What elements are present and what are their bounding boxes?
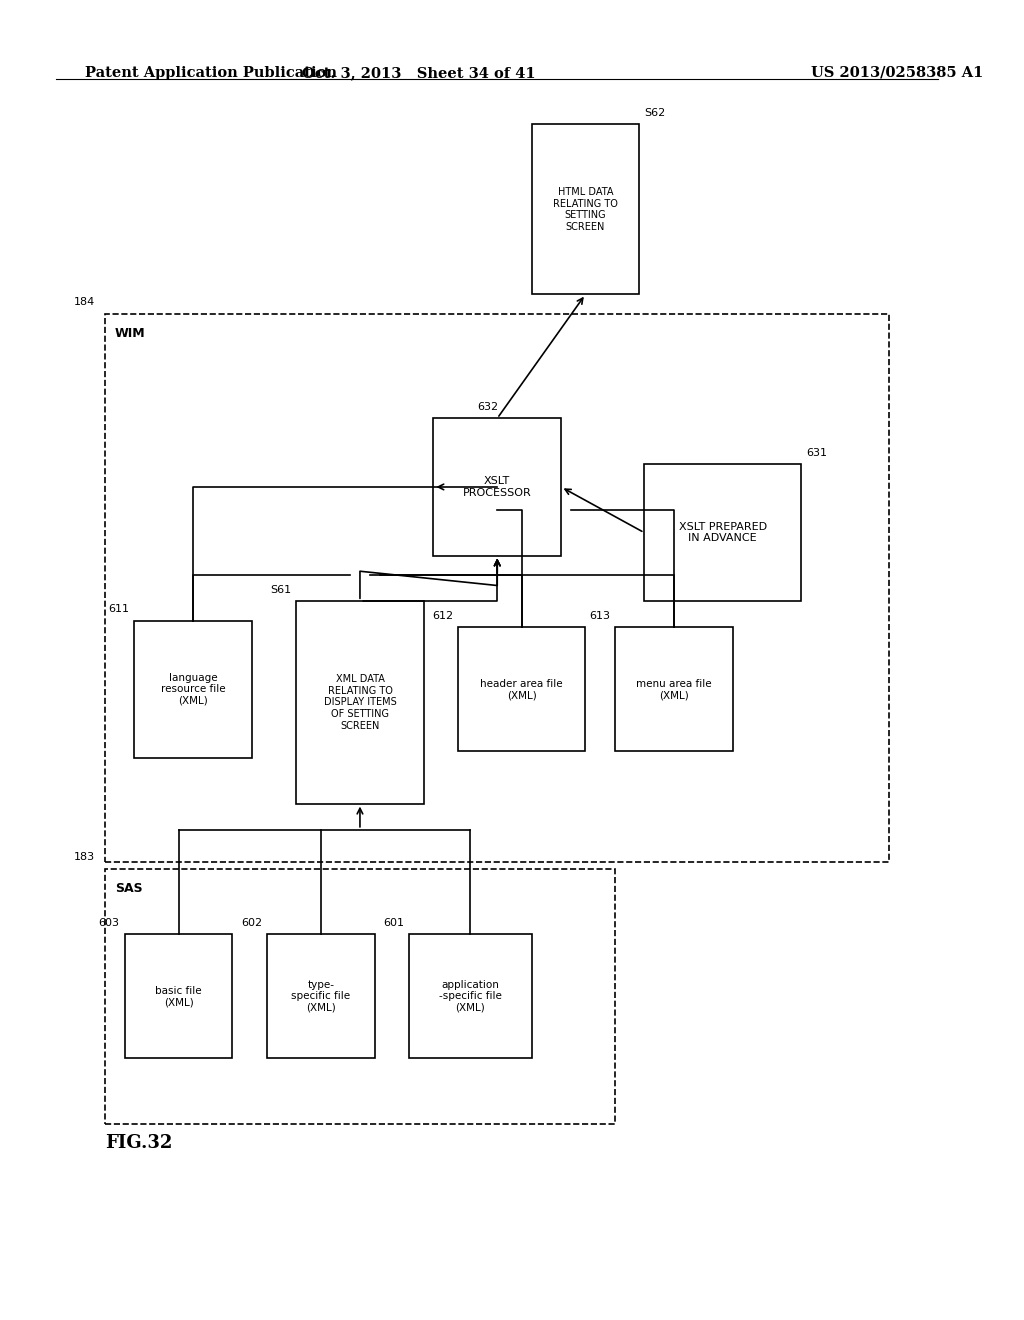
Text: 601: 601 bbox=[383, 917, 404, 928]
Text: S61: S61 bbox=[270, 585, 291, 595]
Bar bbox=[531, 124, 639, 294]
Bar bbox=[296, 601, 424, 804]
Bar bbox=[105, 869, 614, 1123]
Text: XSLT
PROCESSOR: XSLT PROCESSOR bbox=[463, 477, 531, 498]
Bar bbox=[409, 935, 531, 1059]
Text: 183: 183 bbox=[74, 853, 95, 862]
Text: language
resource file
(XML): language resource file (XML) bbox=[161, 673, 225, 706]
Text: XSLT PREPARED
IN ADVANCE: XSLT PREPARED IN ADVANCE bbox=[679, 521, 767, 544]
Text: application
-specific file
(XML): application -specific file (XML) bbox=[439, 979, 502, 1012]
Text: 602: 602 bbox=[241, 917, 262, 928]
Bar bbox=[614, 627, 732, 751]
Text: 184: 184 bbox=[74, 297, 95, 308]
Bar bbox=[433, 418, 561, 556]
Text: US 2013/0258385 A1: US 2013/0258385 A1 bbox=[811, 66, 983, 79]
Bar bbox=[134, 620, 252, 758]
Bar bbox=[458, 627, 586, 751]
Text: SAS: SAS bbox=[115, 882, 142, 895]
Text: Oct. 3, 2013   Sheet 34 of 41: Oct. 3, 2013 Sheet 34 of 41 bbox=[302, 66, 536, 79]
Text: WIM: WIM bbox=[115, 327, 145, 341]
Text: header area file
(XML): header area file (XML) bbox=[480, 678, 563, 700]
Bar bbox=[644, 465, 801, 601]
Text: 631: 631 bbox=[806, 447, 827, 458]
Text: 603: 603 bbox=[98, 917, 120, 928]
Text: 613: 613 bbox=[589, 611, 610, 620]
Text: HTML DATA
RELATING TO
SETTING
SCREEN: HTML DATA RELATING TO SETTING SCREEN bbox=[553, 187, 617, 232]
Text: 612: 612 bbox=[432, 611, 453, 620]
Text: FIG.32: FIG.32 bbox=[105, 1134, 172, 1152]
Text: type-
specific file
(XML): type- specific file (XML) bbox=[291, 979, 350, 1012]
Bar bbox=[105, 314, 890, 862]
Text: 632: 632 bbox=[477, 401, 498, 412]
Text: S62: S62 bbox=[644, 108, 666, 117]
Text: basic file
(XML): basic file (XML) bbox=[156, 986, 202, 1007]
Text: menu area file
(XML): menu area file (XML) bbox=[636, 678, 712, 700]
Text: Patent Application Publication: Patent Application Publication bbox=[85, 66, 337, 79]
Bar bbox=[267, 935, 375, 1059]
Text: 611: 611 bbox=[109, 605, 129, 614]
Text: XML DATA
RELATING TO
DISPLAY ITEMS
OF SETTING
SCREEN: XML DATA RELATING TO DISPLAY ITEMS OF SE… bbox=[324, 675, 396, 731]
Bar bbox=[125, 935, 232, 1059]
